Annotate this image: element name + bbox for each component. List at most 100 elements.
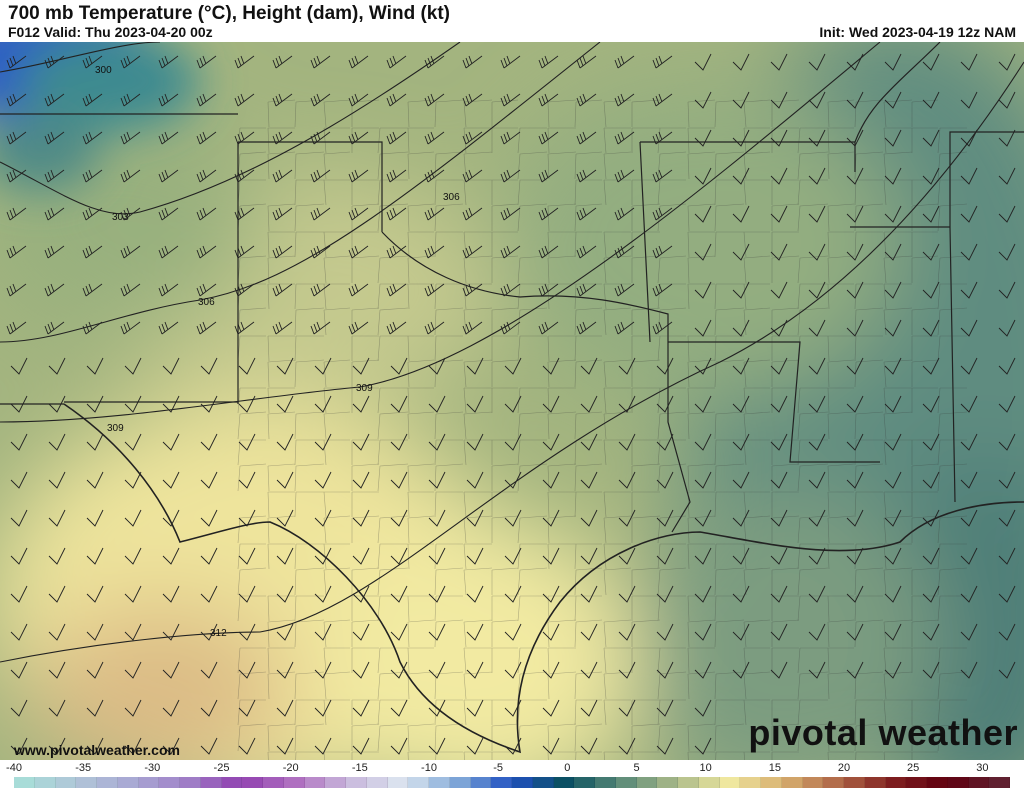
wind-barb xyxy=(656,623,674,641)
wind-barb xyxy=(462,283,483,297)
wind-barb xyxy=(124,623,142,641)
colorbar-swatch xyxy=(34,777,56,788)
wind-barb xyxy=(770,509,788,527)
wind-barb xyxy=(238,357,256,375)
wind-barb xyxy=(808,53,826,71)
wind-barb xyxy=(86,737,104,755)
wind-barb xyxy=(424,245,445,259)
colorbar-label: -40 xyxy=(6,762,22,774)
temperature-colorbar xyxy=(14,777,1010,788)
colorbar-labels: -40 -35 -30 -25 -20 -15 -10 -5 0 5 10 15 20 25 30 xyxy=(0,762,1024,776)
wind-barb xyxy=(424,55,445,69)
wind-barb xyxy=(200,395,218,413)
colorbar-swatch xyxy=(761,777,782,788)
wind-barb xyxy=(538,131,559,145)
wind-barb xyxy=(10,471,28,489)
colorbar-swatch xyxy=(117,777,139,788)
wind-barb xyxy=(576,93,597,107)
wind-barb xyxy=(162,395,180,413)
wind-barb xyxy=(124,357,142,375)
wind-barb xyxy=(48,509,66,527)
website-url: www.pivotalweather.com xyxy=(14,742,180,758)
wind-barb xyxy=(276,699,294,717)
wind-barb xyxy=(386,55,407,69)
wind-barb xyxy=(694,129,712,147)
wind-barb xyxy=(618,699,636,717)
wind-barb xyxy=(120,207,141,221)
wind-barb xyxy=(770,91,788,109)
height-contours xyxy=(0,42,1024,663)
wind-barb xyxy=(48,699,66,717)
colorbar-swatch xyxy=(574,777,595,788)
wind-barb xyxy=(276,471,294,489)
wind-barb xyxy=(542,395,560,413)
wind-barb xyxy=(808,623,826,641)
wind-barb xyxy=(614,93,635,107)
wind-barb xyxy=(618,623,636,641)
wind-barb xyxy=(576,207,597,221)
temperature-fill xyxy=(0,42,1024,760)
wind-barb xyxy=(960,91,978,109)
wind-barb xyxy=(808,205,826,223)
wind-barb xyxy=(542,547,560,565)
wind-barb xyxy=(500,207,521,221)
colorbar-swatch xyxy=(304,777,326,788)
wind-barb xyxy=(6,283,27,297)
contour-labels: 300 303 306 306 309 309 312 xyxy=(95,65,460,639)
wind-barb xyxy=(998,623,1016,641)
wind-barb xyxy=(652,55,673,69)
wind-barb xyxy=(238,547,256,565)
wind-barb xyxy=(82,131,103,145)
wind-barb xyxy=(352,471,370,489)
wind-barb xyxy=(770,661,788,679)
wind-barb xyxy=(48,623,66,641)
wind-barb xyxy=(44,93,65,107)
wind-barb xyxy=(48,471,66,489)
wind-barb xyxy=(618,509,636,527)
wind-barb xyxy=(576,283,597,297)
wind-barb xyxy=(314,547,332,565)
wind-barb xyxy=(310,283,331,297)
wind-barb xyxy=(998,91,1016,109)
colorbar-swatch xyxy=(657,777,678,788)
colorbar-swatch xyxy=(885,777,907,788)
wind-barb xyxy=(462,93,483,107)
wind-barb xyxy=(238,699,256,717)
wind-barb xyxy=(732,395,750,413)
wind-barb xyxy=(580,661,598,679)
wind-barb xyxy=(998,509,1016,527)
wind-barb xyxy=(462,55,483,69)
wind-barb xyxy=(694,53,712,71)
wind-barb xyxy=(656,737,674,755)
wind-barb xyxy=(652,245,673,259)
wind-barb xyxy=(234,131,255,145)
wind-barb xyxy=(618,357,636,375)
wind-barb xyxy=(656,699,674,717)
wind-barb xyxy=(272,283,293,297)
wind-barb xyxy=(694,623,712,641)
wind-barb xyxy=(238,623,256,641)
wind-barb xyxy=(124,547,142,565)
wind-barb xyxy=(428,623,446,641)
wind-barb xyxy=(348,169,369,183)
wind-barb xyxy=(846,205,864,223)
wind-barb xyxy=(500,245,521,259)
wind-barb xyxy=(580,509,598,527)
wind-barb xyxy=(44,207,65,221)
wind-barb xyxy=(732,167,750,185)
wind-barb xyxy=(234,321,255,335)
wind-barb xyxy=(6,131,27,145)
wind-barb xyxy=(200,471,218,489)
wind-barb xyxy=(542,623,560,641)
colorbar-swatch xyxy=(636,777,658,788)
wind-barb xyxy=(86,509,104,527)
wind-barb xyxy=(82,245,103,259)
wind-barb xyxy=(580,585,598,603)
wind-barb xyxy=(314,737,332,755)
wind-barb xyxy=(86,661,104,679)
wind-barb xyxy=(542,433,560,451)
wind-barb xyxy=(10,661,28,679)
wind-barb xyxy=(44,131,65,145)
wind-barb xyxy=(124,737,142,755)
wind-barb xyxy=(352,661,370,679)
